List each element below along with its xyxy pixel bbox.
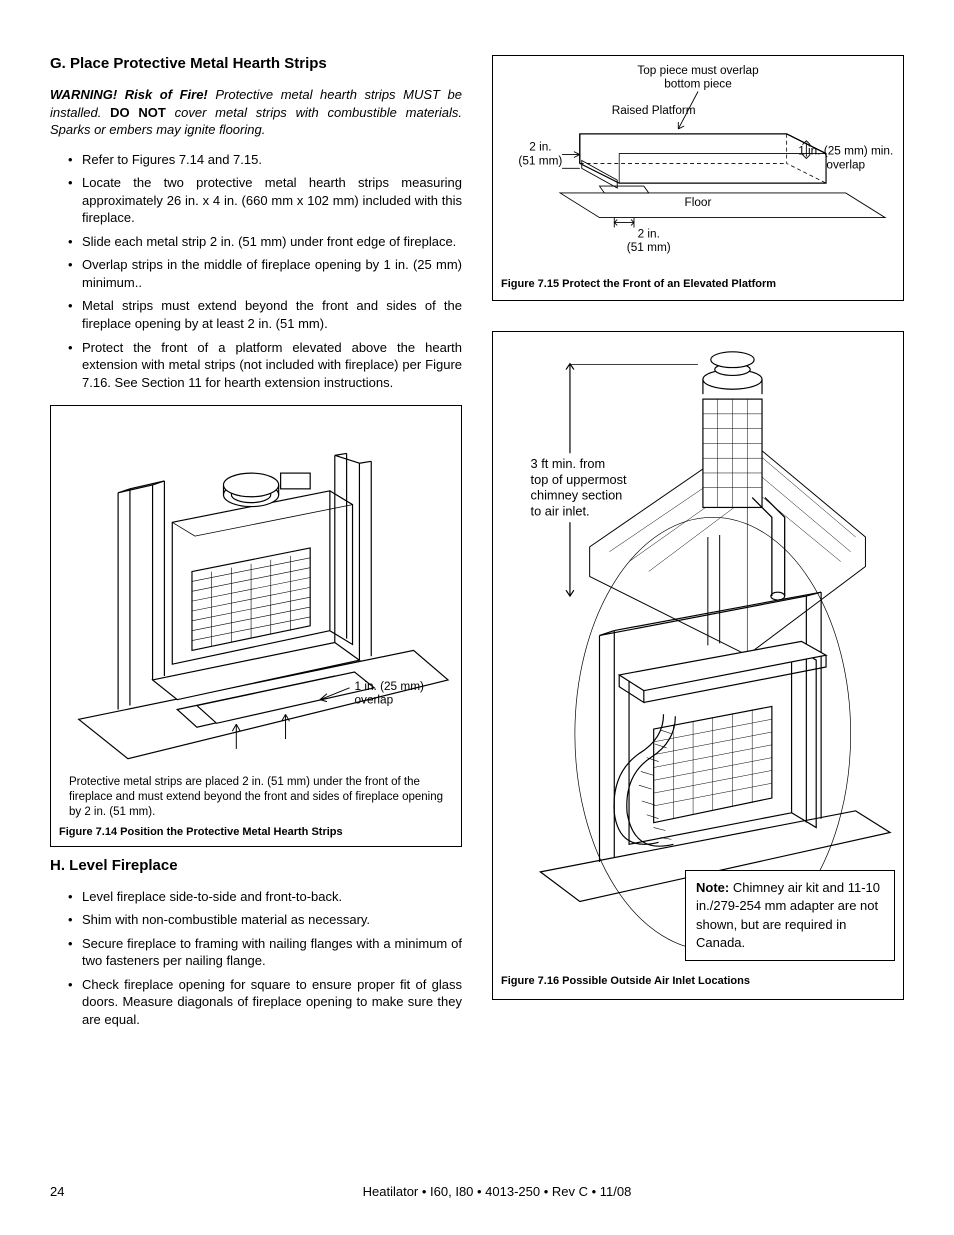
fig715-bot2: (51 mm) bbox=[627, 240, 671, 254]
fig714-caption: Figure 7.14 Position the Protective Meta… bbox=[59, 826, 453, 838]
section-h-heading: H. Level Fireplace bbox=[50, 857, 462, 874]
warning-paragraph: WARNING! Risk of Fire! Protective metal … bbox=[50, 86, 462, 139]
figure-714-svg: 1 in. (25 mm) overlap bbox=[59, 414, 453, 769]
warning-bold: WARNING! Risk of Fire! bbox=[50, 87, 208, 102]
section-g-heading: G. Place Protective Metal Hearth Strips bbox=[50, 55, 462, 72]
fig715-top2: bottom piece bbox=[664, 77, 732, 91]
fig715-left1: 2 in. bbox=[529, 140, 551, 154]
fig714-inner-text: Protective metal strips are placed 2 in.… bbox=[59, 775, 453, 820]
bullet-item: Locate the two protective metal hearth s… bbox=[68, 174, 462, 227]
fig715-right1: 1 in. (25 mm) min. bbox=[798, 144, 893, 158]
bullet-item: Refer to Figures 7.14 and 7.15. bbox=[68, 151, 462, 169]
bullet-item: Secure fireplace to framing with nailing… bbox=[68, 935, 462, 970]
footer-text: Heatilator • I60, I80 • 4013-250 • Rev C… bbox=[90, 1184, 904, 1199]
bullet-item: Shim with non-combustible material as ne… bbox=[68, 911, 462, 929]
section-g-bullets: Refer to Figures 7.14 and 7.15. Locate t… bbox=[50, 151, 462, 392]
fig714-overlap-1: 1 in. (25 mm) bbox=[354, 679, 424, 693]
figure-715-box: Top piece must overlap bottom piece Rais… bbox=[492, 55, 904, 301]
fig716-l1: 3 ft min. from bbox=[531, 456, 606, 471]
fig716-note-box: Note: Chimney air kit and 11-10 in./279-… bbox=[685, 870, 895, 961]
bullet-item: Check fireplace opening for square to en… bbox=[68, 976, 462, 1029]
figure-715-svg: Top piece must overlap bottom piece Rais… bbox=[501, 60, 895, 272]
fig715-caption: Figure 7.15 Protect the Front of an Elev… bbox=[501, 278, 895, 290]
fig716-note-bold: Note: bbox=[696, 880, 729, 895]
warning-donot: DO NOT bbox=[110, 105, 166, 120]
page-number: 24 bbox=[50, 1184, 90, 1199]
fig716-caption: Figure 7.16 Possible Outside Air Inlet L… bbox=[501, 975, 895, 987]
bullet-item: Metal strips must extend beyond the fron… bbox=[68, 297, 462, 332]
section-h-bullets: Level fireplace side-to-side and front-t… bbox=[50, 888, 462, 1029]
fig715-raised: Raised Platform bbox=[612, 103, 696, 117]
fig715-left2: (51 mm) bbox=[518, 153, 562, 167]
fig714-overlap-2: overlap bbox=[354, 693, 393, 707]
fig716-l4: to air inlet. bbox=[531, 503, 590, 518]
bullet-item: Level fireplace side-to-side and front-t… bbox=[68, 888, 462, 906]
fig715-bot1: 2 in. bbox=[638, 226, 660, 240]
fig715-top1: Top piece must overlap bbox=[637, 63, 759, 77]
bullet-item: Overlap strips in the middle of fireplac… bbox=[68, 256, 462, 291]
figure-716-box: 3 ft min. from top of uppermost chimney … bbox=[492, 331, 904, 1000]
fig716-l2: top of uppermost bbox=[531, 472, 627, 487]
fig715-right2: overlap bbox=[826, 157, 865, 171]
fig715-floor: Floor bbox=[685, 195, 712, 209]
fig716-l3: chimney section bbox=[531, 487, 623, 502]
figure-714-box: 1 in. (25 mm) overlap Protective metal s… bbox=[50, 405, 462, 846]
page-footer: 24 Heatilator • I60, I80 • 4013-250 • Re… bbox=[50, 1184, 904, 1199]
bullet-item: Protect the front of a platform elevated… bbox=[68, 339, 462, 392]
bullet-item: Slide each metal strip 2 in. (51 mm) und… bbox=[68, 233, 462, 251]
